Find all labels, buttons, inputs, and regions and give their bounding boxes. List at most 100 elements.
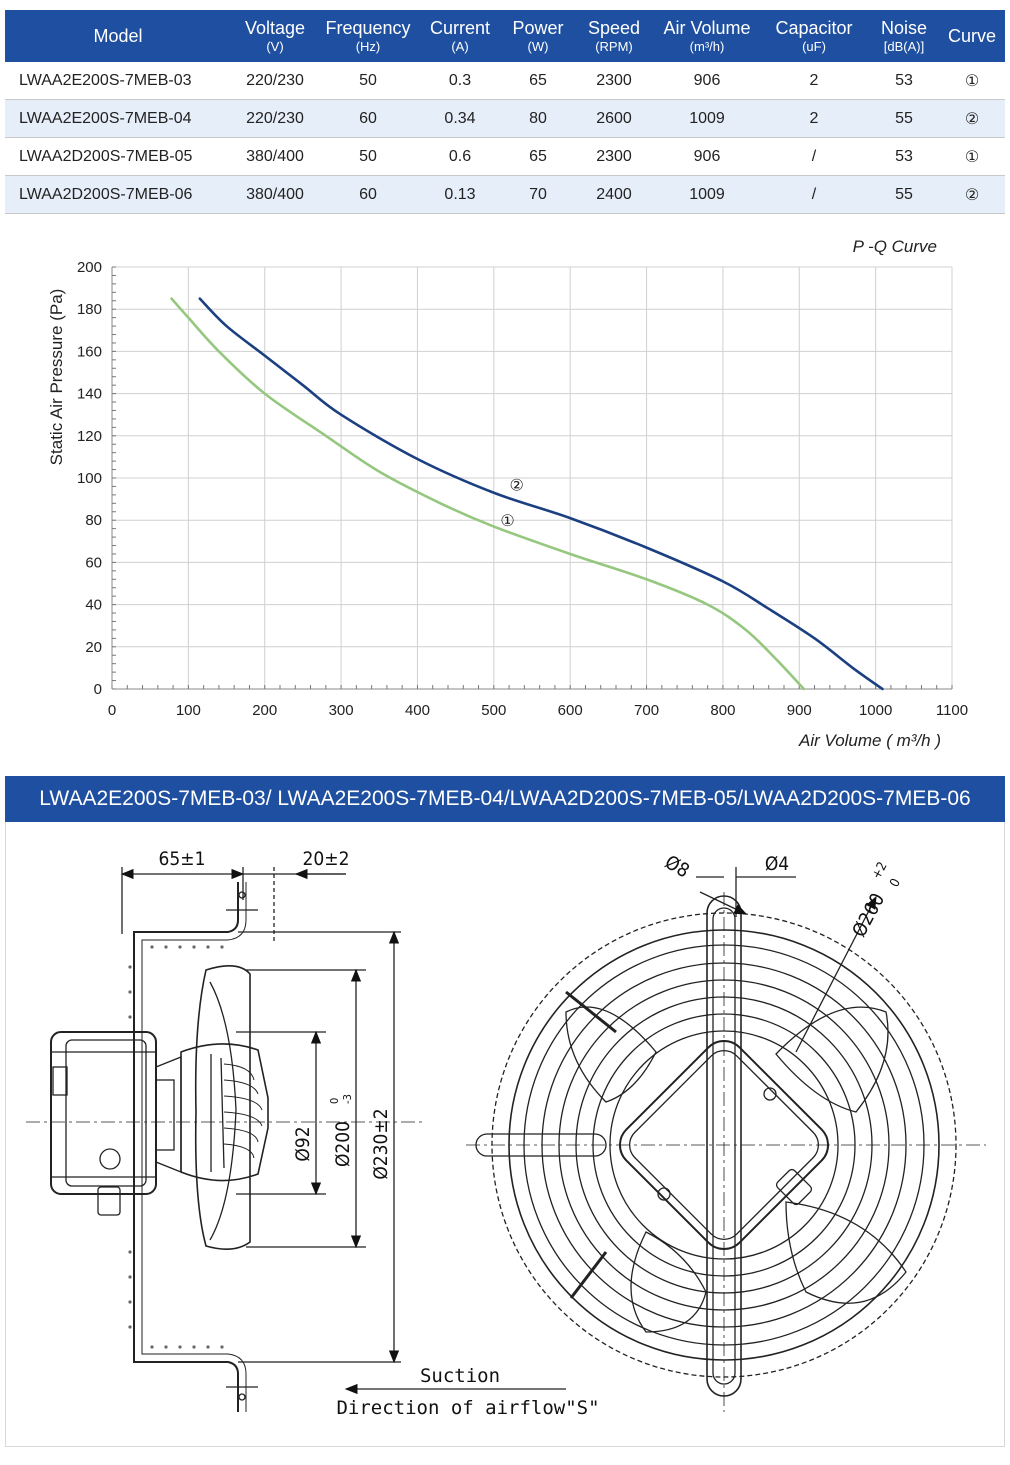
cell-frequency: 50 [319,137,417,176]
series-label-1: ① [500,513,514,530]
side-view [26,867,426,1412]
y-tick-label: 80 [85,512,102,529]
col-header-curve: Curve [939,10,1005,62]
col-header-noise: Noise [dB(A)] [869,10,939,62]
cell-speed: 2600 [573,99,655,138]
dim-guard-dia: Ø230±2 [370,1108,392,1179]
x-axis-title: Air Volume ( m³/h ) [798,731,941,750]
cell-capacitor: / [759,175,869,214]
cell-curve: ① [939,137,1005,176]
cell-voltage: 380/400 [231,137,319,176]
cell-model: LWAA2E200S-7MEB-04 [5,99,231,138]
cell-frequency: 60 [319,175,417,214]
cell-noise: 53 [869,62,939,100]
drawing-svg: 65±1 20±2 Ø92 Ø200 0 -3 Ø230±2 [26,848,986,1419]
x-tick-label: 600 [558,702,583,719]
cell-speed: 2400 [573,175,655,214]
dim-blade-tol-upper: 0 [328,1098,341,1104]
cell-power: 65 [503,62,573,100]
cell-capacitor: 2 [759,99,869,138]
col-header-capacitor: Capacitor (uF) [759,10,869,62]
suction-label: Suction [420,1365,500,1387]
dim-hole-dia: Ø8 [661,851,693,882]
series-line-2 [198,297,884,691]
cell-power: 65 [503,137,573,176]
cell-current: 0.6 [417,137,503,176]
col-header-model: Model [5,10,231,62]
y-tick-label: 0 [94,681,102,698]
cell-air-volume: 906 [655,62,759,100]
table-row: LWAA2E200S-7MEB-04 220/230 60 0.34 80 26… [5,99,1005,138]
cell-air-volume: 906 [655,137,759,176]
cell-voltage: 380/400 [231,175,319,214]
col-header-air-volume: Air Volume (m³/h) [655,10,759,62]
cell-capacitor: 2 [759,62,869,100]
table-row: LWAA2D200S-7MEB-05 380/400 50 0.6 65 230… [5,137,1005,176]
cell-current: 0.3 [417,62,503,100]
col-header-speed: Speed (RPM) [573,10,655,62]
y-axis-title: Static Air Pressure (Pa) [47,289,66,466]
table-row: LWAA2D200S-7MEB-06 380/400 60 0.13 70 24… [5,175,1005,214]
cell-speed: 2300 [573,62,655,100]
cell-noise: 53 [869,137,939,176]
pq-chart-svg: 0 100 200 300 400 500 600 700 800 900 1000 1100 0 20 4… [47,237,968,750]
x-tick-label: 700 [634,702,659,719]
cell-curve: ① [939,62,1005,100]
cell-noise: 55 [869,99,939,138]
col-header-current: Current (A) [417,10,503,62]
y-tick-label: 40 [85,597,102,614]
dim-outer-tol-upper: +2 [869,860,890,882]
cell-model: LWAA2D200S-7MEB-05 [5,137,231,176]
chart-grid [111,266,953,690]
cell-power: 80 [503,99,573,138]
cell-noise: 55 [869,175,939,214]
chart-tick-labels: 0 100 200 300 400 500 600 700 800 900 1000 1100 0 20 4… [77,259,968,719]
model-banner: LWAA2E200S-7MEB-03/ LWAA2E200S-7MEB-04/L… [5,776,1005,822]
y-tick-label: 120 [77,428,102,445]
col-header-voltage: Voltage (V) [231,10,319,62]
cell-voltage: 220/230 [231,99,319,138]
cell-air-volume: 1009 [655,175,759,214]
spec-table: Model Voltage (V) Frequency (Hz) Current (A… [5,10,1005,214]
cell-power: 70 [503,175,573,214]
dim-blade-tol-lower: -3 [341,1094,354,1104]
cell-voltage: 220/230 [231,62,319,100]
x-tick-label: 900 [787,702,812,719]
chart-minor-ticks [111,266,953,690]
col-header-power: Power (W) [503,10,573,62]
y-tick-label: 160 [77,343,102,360]
cell-frequency: 60 [319,99,417,138]
table-header-row: Model Voltage (V) Frequency (Hz) Current (A… [5,10,1005,62]
cell-speed: 2300 [573,137,655,176]
dim-motor-dia: Ø92 [292,1126,314,1161]
cell-frequency: 50 [319,62,417,100]
airflow-label: Direction of airflow"S" [336,1397,599,1419]
x-tick-label: 500 [481,702,506,719]
x-tick-label: 100 [176,702,201,719]
y-tick-label: 200 [77,259,102,276]
cell-model: LWAA2E200S-7MEB-03 [5,62,231,100]
dim-hole-small: Ø4 [765,853,789,875]
front-view [466,867,986,1412]
dim-outer-dia: Ø260 [848,890,889,941]
cell-curve: ② [939,175,1005,214]
x-tick-label: 0 [108,702,116,719]
x-tick-label: 400 [405,702,430,719]
x-tick-label: 300 [329,702,354,719]
y-tick-label: 100 [77,470,102,487]
cell-current: 0.34 [417,99,503,138]
pq-chart: 0 100 200 300 400 500 600 700 800 900 1000 1100 0 20 4… [5,215,1005,770]
dim-outer-tol-lower: 0 [887,876,904,890]
dim-depth: 65±1 [159,848,206,870]
rotor-fins [223,1063,263,1159]
guard-wire-dots [128,945,224,1349]
x-tick-label: 1000 [859,702,892,719]
table-row: LWAA2E200S-7MEB-03 220/230 50 0.3 65 230… [5,62,1005,100]
y-tick-label: 140 [77,386,102,403]
y-tick-label: 180 [77,301,102,318]
dim-blade-dia: Ø200 [332,1121,354,1167]
x-tick-label: 1100 [936,702,968,719]
col-header-frequency: Frequency (Hz) [319,10,417,62]
dim-offset: 20±2 [303,848,350,870]
y-tick-label: 60 [85,554,102,571]
